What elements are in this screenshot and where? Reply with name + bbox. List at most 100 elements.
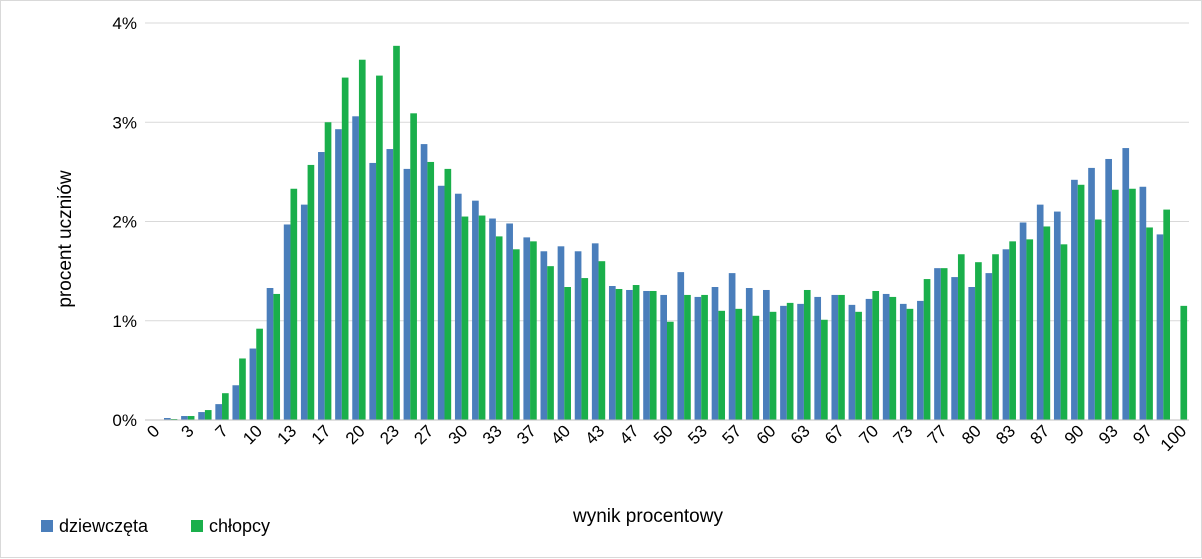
bar-dziewczeta bbox=[540, 251, 548, 420]
bars bbox=[164, 45, 1188, 421]
bar-chlopcy bbox=[1077, 184, 1085, 420]
bar-chlopcy bbox=[855, 311, 862, 420]
bar-chlopcy bbox=[718, 310, 726, 420]
bar-dziewczeta bbox=[164, 418, 171, 420]
bar-dziewczeta bbox=[728, 273, 736, 420]
bar-chlopcy bbox=[581, 278, 589, 420]
bar-dziewczeta bbox=[506, 223, 513, 420]
bar-dziewczeta bbox=[266, 288, 274, 420]
bar-dziewczeta bbox=[643, 290, 650, 420]
bar-chlopcy bbox=[615, 288, 623, 420]
bar-dziewczeta bbox=[232, 385, 240, 420]
bar-chlopcy bbox=[975, 262, 982, 420]
bar-dziewczeta bbox=[591, 243, 599, 420]
bar-dziewczeta bbox=[865, 298, 873, 420]
bar-dziewczeta bbox=[1036, 204, 1044, 420]
bar-dziewczeta bbox=[300, 204, 308, 420]
bar-chlopcy bbox=[324, 122, 332, 420]
x-tick-label: 27 bbox=[410, 421, 437, 448]
bar-chlopcy bbox=[701, 294, 708, 420]
bar-dziewczeta bbox=[1002, 249, 1010, 420]
bar-chlopcy bbox=[872, 290, 880, 420]
bar-dziewczeta bbox=[985, 273, 993, 420]
bar-chlopcy bbox=[667, 321, 674, 420]
bar-chlopcy bbox=[992, 254, 999, 420]
bar-chlopcy bbox=[307, 164, 315, 420]
bar-dziewczeta bbox=[386, 149, 394, 421]
bar-chlopcy bbox=[1129, 188, 1136, 420]
bar-chlopcy bbox=[684, 294, 691, 420]
bar-dziewczeta bbox=[917, 300, 924, 420]
bar-dziewczeta bbox=[557, 246, 565, 420]
bar-dziewczeta bbox=[848, 304, 856, 420]
x-tick-label: 13 bbox=[274, 421, 301, 448]
bar-chlopcy bbox=[1163, 209, 1170, 420]
bar-chlopcy bbox=[598, 261, 606, 420]
bar-chlopcy bbox=[923, 279, 931, 420]
bar-dziewczeta bbox=[489, 218, 496, 420]
bar-chlopcy bbox=[1043, 226, 1051, 420]
bar-chlopcy bbox=[1094, 219, 1102, 420]
bar-chlopcy bbox=[478, 215, 486, 420]
x-tick-label: 17 bbox=[308, 421, 335, 448]
bar-dziewczeta bbox=[454, 193, 462, 420]
x-tick-label: 70 bbox=[855, 421, 882, 448]
bar-chlopcy bbox=[940, 268, 948, 420]
x-tick-label: 0 bbox=[143, 421, 163, 441]
bar-dziewczeta bbox=[472, 200, 479, 420]
bar-chlopcy bbox=[512, 249, 520, 420]
legend-swatch-chlopcy bbox=[191, 520, 203, 532]
x-tick-label: 73 bbox=[890, 421, 917, 448]
bar-chlopcy bbox=[547, 266, 554, 420]
bar-dziewczeta bbox=[1071, 179, 1078, 420]
x-tick-label: 83 bbox=[992, 421, 1019, 448]
bar-dziewczeta bbox=[626, 289, 633, 420]
bar-dziewczeta bbox=[694, 296, 702, 420]
bar-chlopcy bbox=[204, 410, 212, 420]
x-tick-label: 47 bbox=[616, 421, 643, 448]
x-tick-label: 10 bbox=[239, 421, 266, 448]
legend-label-dziewczeta: dziewczęta bbox=[59, 516, 149, 536]
bar-dziewczeta bbox=[352, 116, 359, 421]
bar-chlopcy bbox=[256, 328, 263, 420]
bar-dziewczeta bbox=[711, 287, 719, 420]
bar-chlopcy bbox=[769, 311, 777, 420]
bar-dziewczeta bbox=[198, 412, 205, 420]
bar-dziewczeta bbox=[1105, 158, 1112, 420]
bar-chlopcy bbox=[461, 216, 469, 420]
y-axis-title: procent uczniów bbox=[55, 170, 76, 308]
x-tick-label: 97 bbox=[1129, 421, 1156, 448]
bar-chlopcy bbox=[735, 308, 743, 420]
x-tick-label: 87 bbox=[1027, 421, 1054, 448]
bar-chlopcy bbox=[906, 308, 914, 420]
bar-chlopcy bbox=[1009, 241, 1016, 420]
legend-label-chlopcy: chłopcy bbox=[209, 516, 270, 536]
bar-chlopcy bbox=[376, 75, 383, 420]
bar-dziewczeta bbox=[1122, 148, 1130, 420]
bar-chlopcy bbox=[187, 416, 195, 420]
bar-dziewczeta bbox=[763, 289, 770, 420]
bar-dziewczeta bbox=[369, 162, 377, 420]
x-tick-label: 63 bbox=[787, 421, 814, 448]
bar-dziewczeta bbox=[1019, 222, 1027, 420]
bar-dziewczeta bbox=[523, 237, 531, 420]
bar-chlopcy bbox=[838, 294, 845, 420]
y-tick-label: 3% bbox=[112, 113, 137, 132]
bar-chlopcy bbox=[358, 59, 366, 420]
bar-chlopcy bbox=[427, 161, 435, 420]
x-tick-label: 33 bbox=[479, 421, 506, 448]
bar-dziewczeta bbox=[1156, 234, 1164, 420]
bar-dziewczeta bbox=[335, 129, 342, 420]
y-axis-tick-labels: 0% 1% 2% 3% 4% bbox=[112, 14, 137, 430]
bar-chlopcy bbox=[1060, 244, 1068, 420]
bar-chlopcy bbox=[341, 77, 349, 420]
bar-dziewczeta bbox=[814, 296, 822, 420]
bar-dziewczeta bbox=[1053, 211, 1061, 420]
x-tick-label: 37 bbox=[513, 421, 540, 448]
x-axis-tick-labels: 0 3 7 10 13 17 20 23 27 30 33 37 40 43 47 50 53 57 60 63 67 7… bbox=[143, 421, 1190, 454]
x-tick-label: 90 bbox=[1061, 421, 1088, 448]
x-tick-label: 7 bbox=[212, 421, 232, 441]
bar-dziewczeta bbox=[797, 303, 804, 420]
bar-dziewczeta bbox=[780, 305, 787, 420]
